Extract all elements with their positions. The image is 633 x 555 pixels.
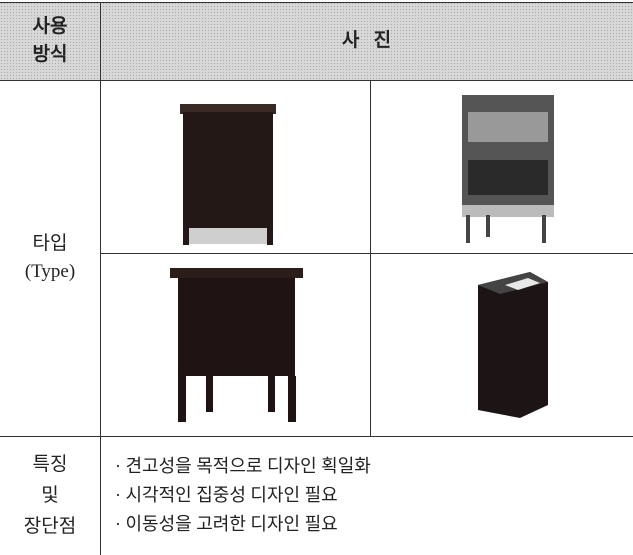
photo-cabinet-1: [180, 104, 276, 245]
photo-cabinet-4: [478, 272, 548, 418]
feature-item: · 이동성을 고려한 디자인 필요: [115, 514, 338, 534]
feature-item: · 견고성을 목적으로 디자인 획일화: [115, 456, 371, 476]
table-border: [100, 2, 101, 555]
table-border: [100, 253, 633, 254]
features-list: · 견고성을 목적으로 디자인 획일화 · 시각적인 집중성 디자인 필요 · …: [115, 452, 371, 539]
label-line: 장단점: [23, 516, 77, 537]
feature-item: · 시각적인 집중성 디자인 필요: [115, 485, 338, 505]
label-line: 및: [41, 485, 59, 506]
label-line: 특징: [32, 454, 68, 475]
features-label: 특징 및 장단점: [0, 436, 100, 555]
table-border: [370, 80, 371, 436]
usage-label: 사용 방식: [0, 2, 100, 80]
photo-cabinet-3: [170, 268, 303, 422]
table-border: [0, 436, 633, 437]
photo-cabinet-2: [462, 95, 554, 243]
label-line: 사용: [32, 16, 68, 37]
photo-label: 사 진: [341, 30, 392, 51]
table-border: [0, 80, 633, 81]
table-border: [0, 2, 633, 3]
label-line: 방식: [32, 44, 68, 65]
label-line: (Type): [24, 261, 76, 282]
label-line: 타입: [32, 233, 68, 254]
type-label: 타입 (Type): [0, 80, 100, 436]
header-background: [0, 2, 633, 80]
